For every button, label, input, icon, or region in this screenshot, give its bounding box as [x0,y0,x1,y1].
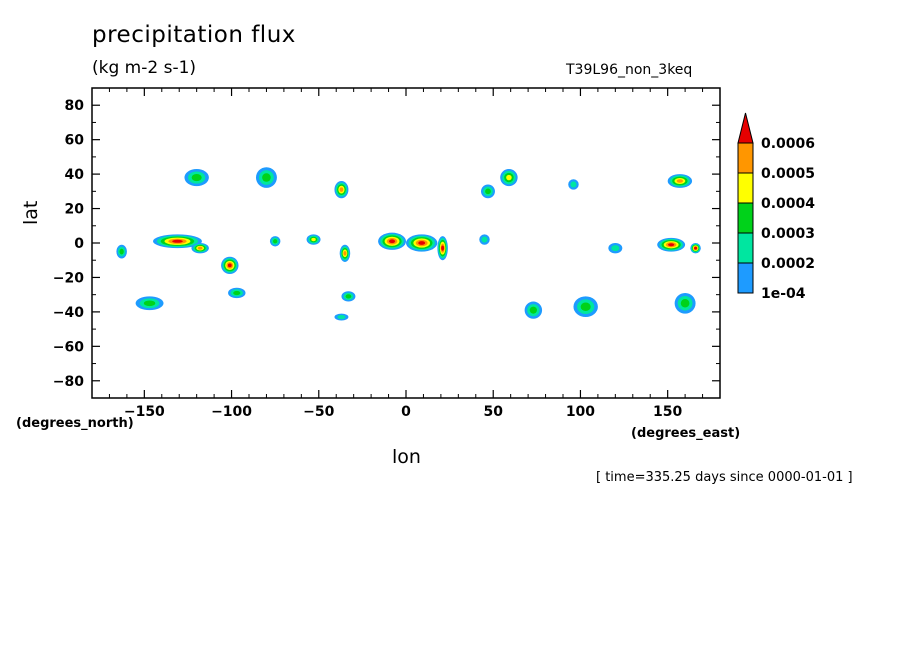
precip-contour-level [143,300,156,307]
precip-contour-level [233,290,241,296]
colorbar-label: 0.0003 [761,226,815,242]
colorbar-swatch [737,262,754,294]
precip-contour-level [273,239,278,244]
precip-contour-level [529,306,537,314]
precip-cell [437,236,448,261]
precip-cell [255,167,277,188]
precip-contour-level [337,315,346,320]
colorbar-swatch [737,232,754,264]
precip-contour-level [676,179,684,183]
precipitation-contours [116,167,701,321]
precip-cell [191,243,209,254]
time-info: [ time=335.25 days since 0000-01-01 ] [596,470,853,485]
precip-cell [406,234,438,252]
precip-cell [690,243,701,254]
y-tick-label: −20 [53,270,84,286]
colorbar-swatch [737,202,754,234]
y-axis-units: (degrees_north) [16,416,134,431]
precip-cell [116,244,127,259]
precip-contour-level [580,302,591,311]
precip-contour-level [197,246,203,250]
precip-cell [568,179,579,190]
colorbar-max-arrow [737,112,754,144]
precip-contour-level [191,174,202,182]
chart-title: precipitation flux [92,22,296,48]
precip-cell [667,174,693,188]
colorbar-label: 0.0002 [761,256,815,272]
precip-contour-level [311,237,316,242]
precip-cell [135,296,164,311]
y-tick-label: 60 [65,133,85,149]
precip-cell [608,243,623,254]
colorbar-label: 0.0005 [761,166,815,182]
y-tick-label: 40 [65,167,85,183]
precip-cell [221,256,239,274]
precip-cell [341,291,356,302]
precip-cell [674,292,696,314]
precip-contour-level [343,251,347,256]
precip-contour-level [418,241,426,245]
precip-cell [306,234,321,245]
precip-contour-level [694,246,698,250]
precip-cell [481,184,495,199]
precip-cell [500,168,518,187]
precip-cell [573,296,598,318]
precip-cell [269,236,281,247]
colorbar-label: 0.0004 [761,196,815,212]
precip-cell [334,181,349,199]
x-tick-label: −150 [124,404,165,420]
chart-units: (kg m-2 s-1) [92,58,197,78]
colorbar-swatch [737,172,754,204]
x-tick-label: −50 [303,404,334,420]
precip-contour-level [388,239,396,244]
colorbar-label: 1e-04 [761,286,806,302]
y-tick-label: 80 [65,98,85,114]
precip-contour-level [119,248,124,255]
y-tick-label: −40 [53,305,84,321]
precip-contour-level [506,174,512,181]
y-tick-label: −60 [53,339,84,355]
precip-contour-level [485,188,491,195]
precip-cell [378,232,406,250]
precip-cell [153,234,202,249]
precip-contour-level [339,187,344,192]
precip-contour-level [481,236,488,243]
precip-cell [524,301,543,319]
model-label: T39L96_non_3keq [566,62,693,78]
precip-contour-level [441,245,445,251]
precip-cell [334,313,349,321]
colorbar-label: 0.0006 [761,136,815,152]
precip-cell [228,287,246,299]
precip-cell [479,234,490,245]
precip-cell [184,168,209,187]
precip-contour-level [345,294,352,299]
precip-contour-level [227,263,232,268]
precip-cell [339,244,351,262]
x-tick-label: −100 [211,404,252,420]
precip-cell [657,237,686,252]
precip-contour-level [680,299,690,308]
x-axis-label: lon [392,446,421,468]
y-tick-label: 20 [65,202,85,218]
colorbar-swatch [737,142,754,174]
x-tick-label: 100 [566,404,595,420]
axis-ticks: −150 −100 −50 0 50 100 150 80 60 40 20 0 −20 −40 −60 −8… [53,87,720,420]
precip-contour-level [172,239,183,243]
x-tick-label: 150 [653,404,682,420]
x-tick-label: 50 [483,404,503,420]
colorbar: 1e-04 0.0002 0.0003 0.0004 0.0005 0.0006 [737,112,815,302]
y-tick-label: −80 [53,374,84,390]
precip-contour-level [611,245,620,252]
precip-contour-level [570,181,577,188]
precip-contour-level [262,173,271,182]
x-tick-label: 0 [401,404,411,420]
y-tick-label: 0 [74,236,84,252]
precip-contour-level [668,243,675,247]
x-axis-units: (degrees_east) [631,426,741,441]
